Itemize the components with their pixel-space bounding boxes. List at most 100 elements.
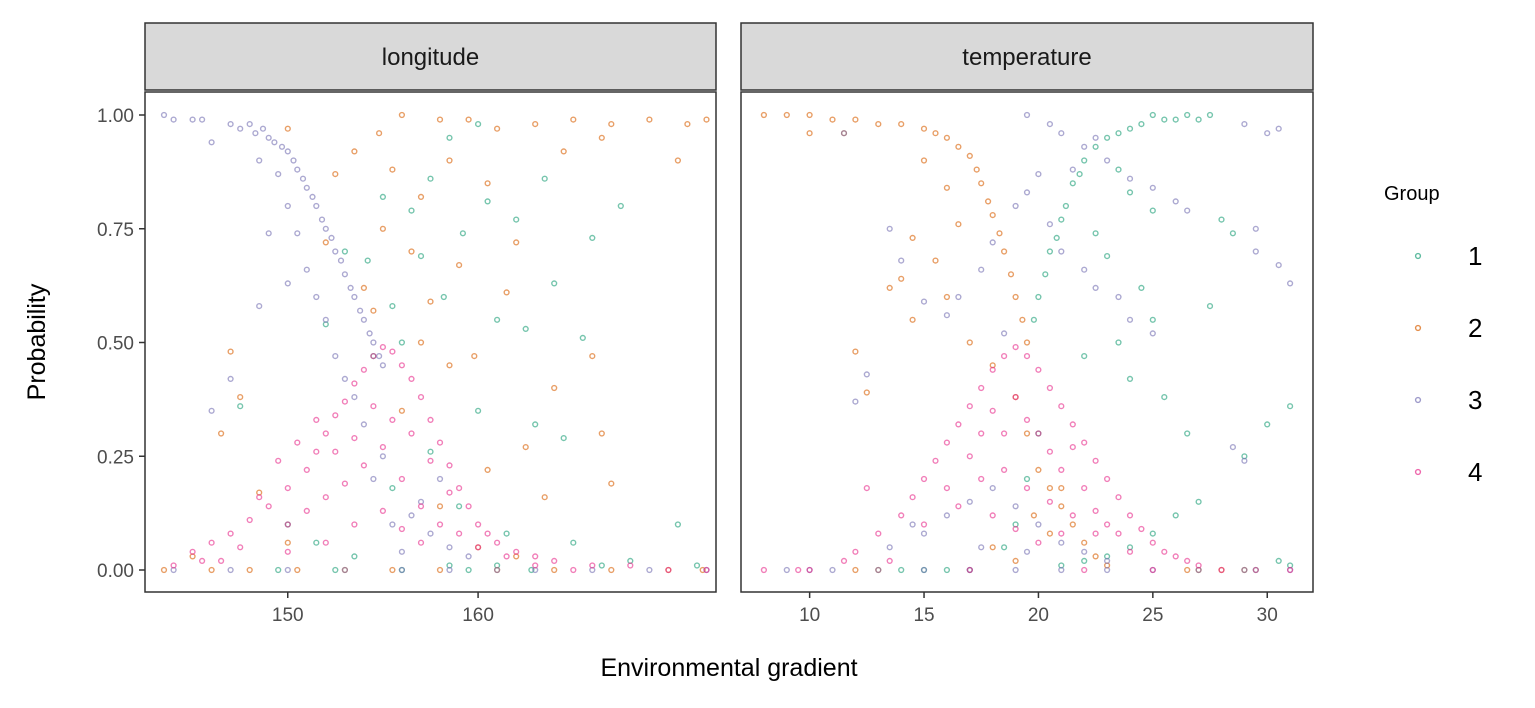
x-tick-label: 150: [272, 605, 304, 626]
x-tick-label: 20: [1028, 605, 1049, 626]
point-group-3: [252, 130, 259, 137]
point-group-4: [389, 348, 396, 355]
point-group-4: [1103, 521, 1111, 528]
point-group-4: [1058, 530, 1065, 537]
facet-strip-label: temperature: [962, 44, 1091, 71]
point-group-4: [351, 435, 358, 442]
y-tick-label: 1.00: [97, 106, 134, 127]
point-group-3: [978, 266, 985, 273]
point-group-3: [357, 307, 364, 314]
point-group-1: [456, 503, 463, 510]
point-group-2: [978, 180, 985, 187]
point-group-2: [541, 494, 548, 501]
point-group-4: [170, 562, 177, 569]
point-group-2: [598, 430, 605, 437]
point-group-1: [1195, 116, 1202, 123]
point-group-2: [398, 407, 406, 414]
point-group-1: [1115, 130, 1122, 137]
point-group-3: [989, 485, 996, 492]
legend-title: Group: [1384, 183, 1440, 205]
legend-label: 3: [1468, 385, 1482, 415]
point-group-4: [294, 439, 301, 446]
point-group-3: [309, 193, 316, 201]
point-group-3: [1252, 225, 1259, 232]
point-group-1: [1081, 557, 1088, 565]
point-group-1: [1046, 248, 1054, 255]
point-group-1: [1184, 430, 1191, 437]
point-group-4: [989, 366, 996, 373]
panel-border: [740, 91, 1314, 593]
legend-label: 2: [1468, 313, 1482, 343]
point-group-3: [1264, 130, 1271, 137]
point-group-1: [1286, 403, 1294, 410]
point-group-1: [1172, 116, 1179, 123]
point-group-4: [703, 566, 710, 574]
point-group-3: [436, 475, 444, 483]
point-group-2: [322, 239, 329, 246]
point-group-4: [920, 475, 928, 483]
point-group-1: [446, 134, 453, 141]
point-group-3: [259, 125, 267, 132]
point-group-4: [978, 475, 985, 483]
point-group-4: [932, 457, 939, 464]
point-group-4: [284, 485, 291, 492]
point-group-1: [1103, 253, 1111, 260]
point-group-3: [1000, 330, 1008, 337]
point-group-4: [351, 521, 358, 528]
point-group-3: [256, 157, 263, 164]
point-group-2: [1007, 271, 1015, 278]
point-group-4: [1161, 548, 1168, 555]
point-group-3: [303, 184, 310, 191]
point-group-3: [332, 353, 339, 360]
point-group-2: [532, 120, 539, 128]
point-group-3: [284, 202, 291, 210]
point-group-3: [1012, 503, 1019, 510]
point-group-1: [398, 339, 406, 346]
point-group-3: [227, 566, 234, 574]
point-group-2: [284, 539, 291, 546]
point-group-4: [627, 562, 634, 569]
point-group-3: [347, 284, 354, 292]
point-group-2: [1023, 339, 1031, 346]
point-group-4: [379, 344, 387, 351]
point-group-3: [398, 566, 406, 574]
point-group-1: [494, 316, 501, 323]
point-group-2: [560, 148, 567, 155]
point-group-4: [503, 553, 510, 560]
point-group-4: [408, 375, 415, 383]
point-group-2: [494, 125, 501, 132]
point-group-1: [351, 553, 358, 560]
point-group-4: [760, 566, 768, 574]
point-group-1: [589, 234, 596, 242]
point-group-4: [313, 416, 320, 424]
point-group-2: [551, 384, 558, 392]
point-group-4: [284, 521, 291, 528]
point-group-3: [389, 521, 396, 528]
point-group-2: [160, 566, 168, 574]
point-group-3: [379, 362, 387, 369]
point-group-2: [227, 348, 234, 355]
point-group-4: [456, 485, 463, 492]
point-group-3: [1023, 189, 1031, 196]
point-group-1: [332, 566, 339, 574]
point-group-1: [528, 566, 535, 574]
point-group-1: [551, 280, 558, 287]
point-group-2: [684, 120, 691, 128]
point-group-2: [608, 480, 615, 487]
point-group-1: [1000, 544, 1008, 551]
point-group-4: [246, 516, 253, 524]
legend-label: 4: [1468, 457, 1482, 487]
point-group-2: [1081, 539, 1088, 546]
point-group-4: [417, 394, 425, 401]
point-group-1: [1081, 353, 1088, 360]
point-group-2: [909, 316, 916, 323]
point-group-3: [1012, 202, 1019, 210]
point-group-4: [1103, 475, 1111, 483]
point-group-3: [1286, 280, 1294, 287]
point-group-2: [806, 130, 813, 137]
point-group-2: [218, 430, 225, 437]
point-group-1: [1076, 171, 1083, 178]
point-group-4: [398, 525, 406, 533]
point-group-2: [943, 134, 951, 141]
point-group-3: [337, 257, 345, 264]
